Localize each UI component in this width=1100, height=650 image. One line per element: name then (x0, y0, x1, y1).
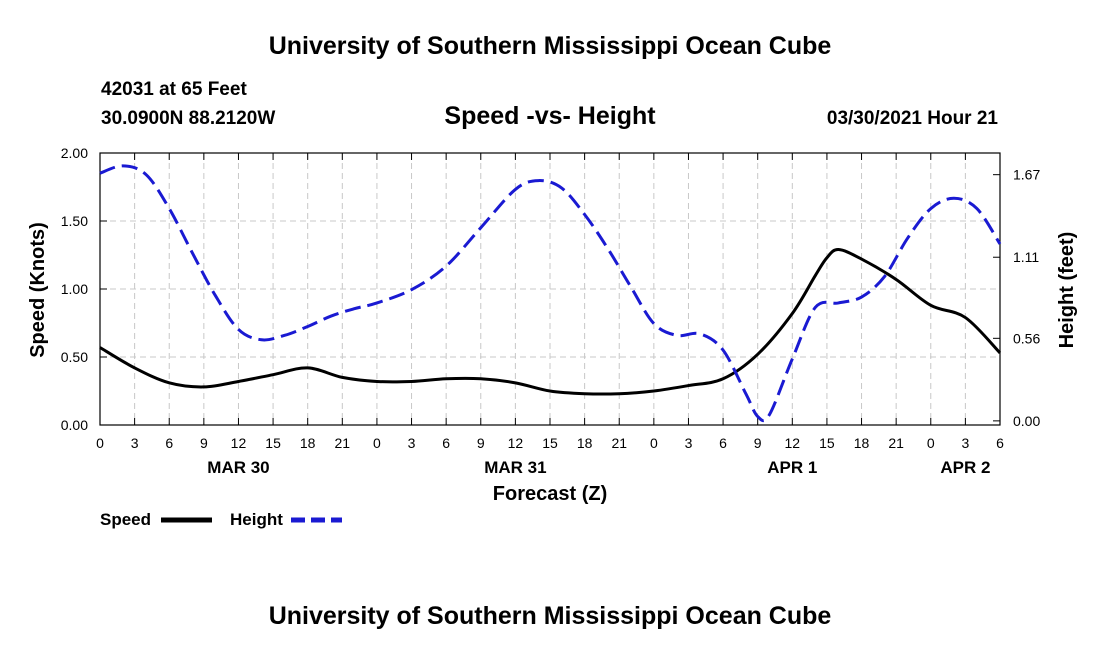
x-tick-label: 15 (265, 435, 281, 451)
y-axis-title: Speed (Knots) (27, 222, 49, 358)
legend-label-height: Height (230, 510, 283, 529)
x-tick-label: 9 (477, 435, 485, 451)
series-line-height (99, 164, 1002, 423)
page-title: University of Southern Mississippi Ocean… (269, 32, 832, 60)
x-tick-label: 9 (754, 435, 762, 451)
x-date-label: MAR 30 (207, 458, 269, 477)
series-line-speed (99, 248, 1002, 396)
legend-label-speed: Speed (100, 510, 151, 529)
x-tick-label: 6 (442, 435, 450, 451)
x-tick-label: 12 (785, 435, 801, 451)
x-tick-label: 21 (888, 435, 904, 451)
y2-axis-title: Height (feet) (1056, 232, 1078, 349)
y2-tick-label: 0.56 (1013, 330, 1040, 346)
x-axis-title: Forecast (Z) (493, 483, 607, 505)
grid (100, 153, 1000, 425)
x-tick-label: 21 (611, 435, 627, 451)
x-tick-label: 15 (819, 435, 835, 451)
x-tick-label: 9 (200, 435, 208, 451)
x-tick-label: 0 (927, 435, 935, 451)
x-tick-label: 6 (719, 435, 727, 451)
x-tick-label: 0 (96, 435, 104, 451)
x-tick-label: 6 (165, 435, 173, 451)
station-coords: 30.0900N 88.2120W (101, 108, 275, 129)
y-tick-label: 0.50 (61, 349, 88, 365)
y2-tick-label: 1.11 (1013, 249, 1039, 265)
axis-labels: 0 3 6 9 12 15 18 21 0 3 6 9 12 15 18 21 0 3 6 9 12 15 18 21 0 3 6 M… (61, 145, 1041, 477)
x-tick-label: 18 (854, 435, 870, 451)
x-tick-label: 0 (650, 435, 658, 451)
x-tick-label: 21 (335, 435, 351, 451)
y-tick-label: 0.00 (61, 417, 88, 433)
legend: Speed Height (100, 510, 342, 529)
x-tick-label: 12 (231, 435, 247, 451)
x-date-label: APR 2 (940, 458, 990, 477)
x-tick-label: 18 (300, 435, 316, 451)
x-tick-label: 3 (131, 435, 139, 451)
axes (99, 152, 1001, 426)
y2-tick-label: 0.00 (1013, 413, 1040, 429)
x-tick-label: 12 (508, 435, 524, 451)
x-date-label: MAR 31 (484, 458, 546, 477)
y2-tick-label: 1.67 (1013, 167, 1040, 183)
y-tick-label: 1.00 (61, 281, 88, 297)
x-tick-label: 0 (373, 435, 381, 451)
series (99, 164, 1002, 423)
y-tick-label: 2.00 (61, 145, 88, 161)
x-tick-label: 6 (996, 435, 1004, 451)
plot-frame (99, 152, 1001, 426)
x-tick-label: 15 (542, 435, 558, 451)
x-tick-label: 18 (577, 435, 593, 451)
station-label: 42031 at 65 Feet (101, 79, 247, 100)
x-tick-label: 3 (408, 435, 416, 451)
x-tick-label: 3 (685, 435, 693, 451)
footer-title: University of Southern Mississippi Ocean… (269, 602, 832, 630)
chart-subtitle: Speed -vs- Height (444, 102, 656, 130)
x-tick-label: 3 (961, 435, 969, 451)
y-tick-label: 1.50 (61, 213, 88, 229)
x-date-label: APR 1 (767, 458, 817, 477)
chart-datetime: 03/30/2021 Hour 21 (827, 108, 999, 129)
